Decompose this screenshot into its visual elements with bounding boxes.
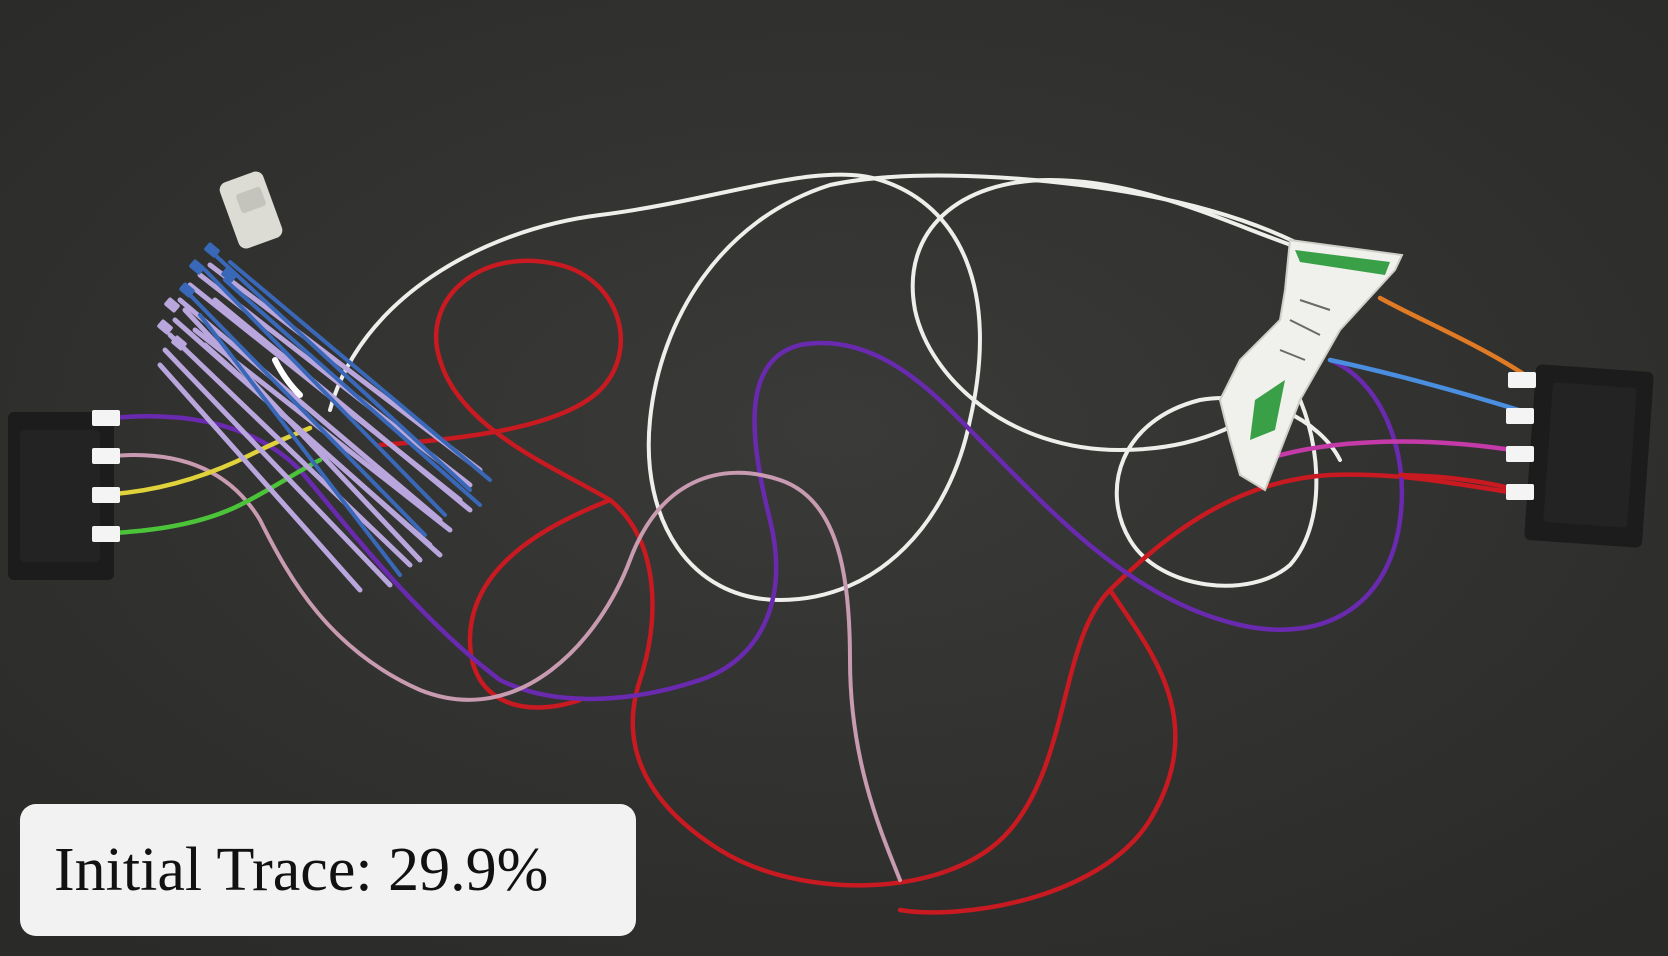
trace-status-panel: Initial Trace: 29.9% — [20, 804, 636, 936]
magenta-wire — [1267, 439, 1528, 461]
purple-wire — [109, 340, 1405, 702]
cable-tie-bundle — [157, 242, 492, 593]
trace-status-label: Initial Trace: 29.9% — [54, 835, 549, 904]
right-connector — [1506, 364, 1654, 548]
red-wire — [377, 258, 1513, 915]
pink-wire — [110, 453, 902, 882]
green-wire — [109, 457, 323, 536]
loose-plug — [219, 171, 283, 249]
paper-label — [1218, 238, 1404, 492]
blue-wire — [1327, 357, 1528, 415]
orange-wire — [1377, 295, 1528, 378]
left-connector — [8, 410, 120, 580]
